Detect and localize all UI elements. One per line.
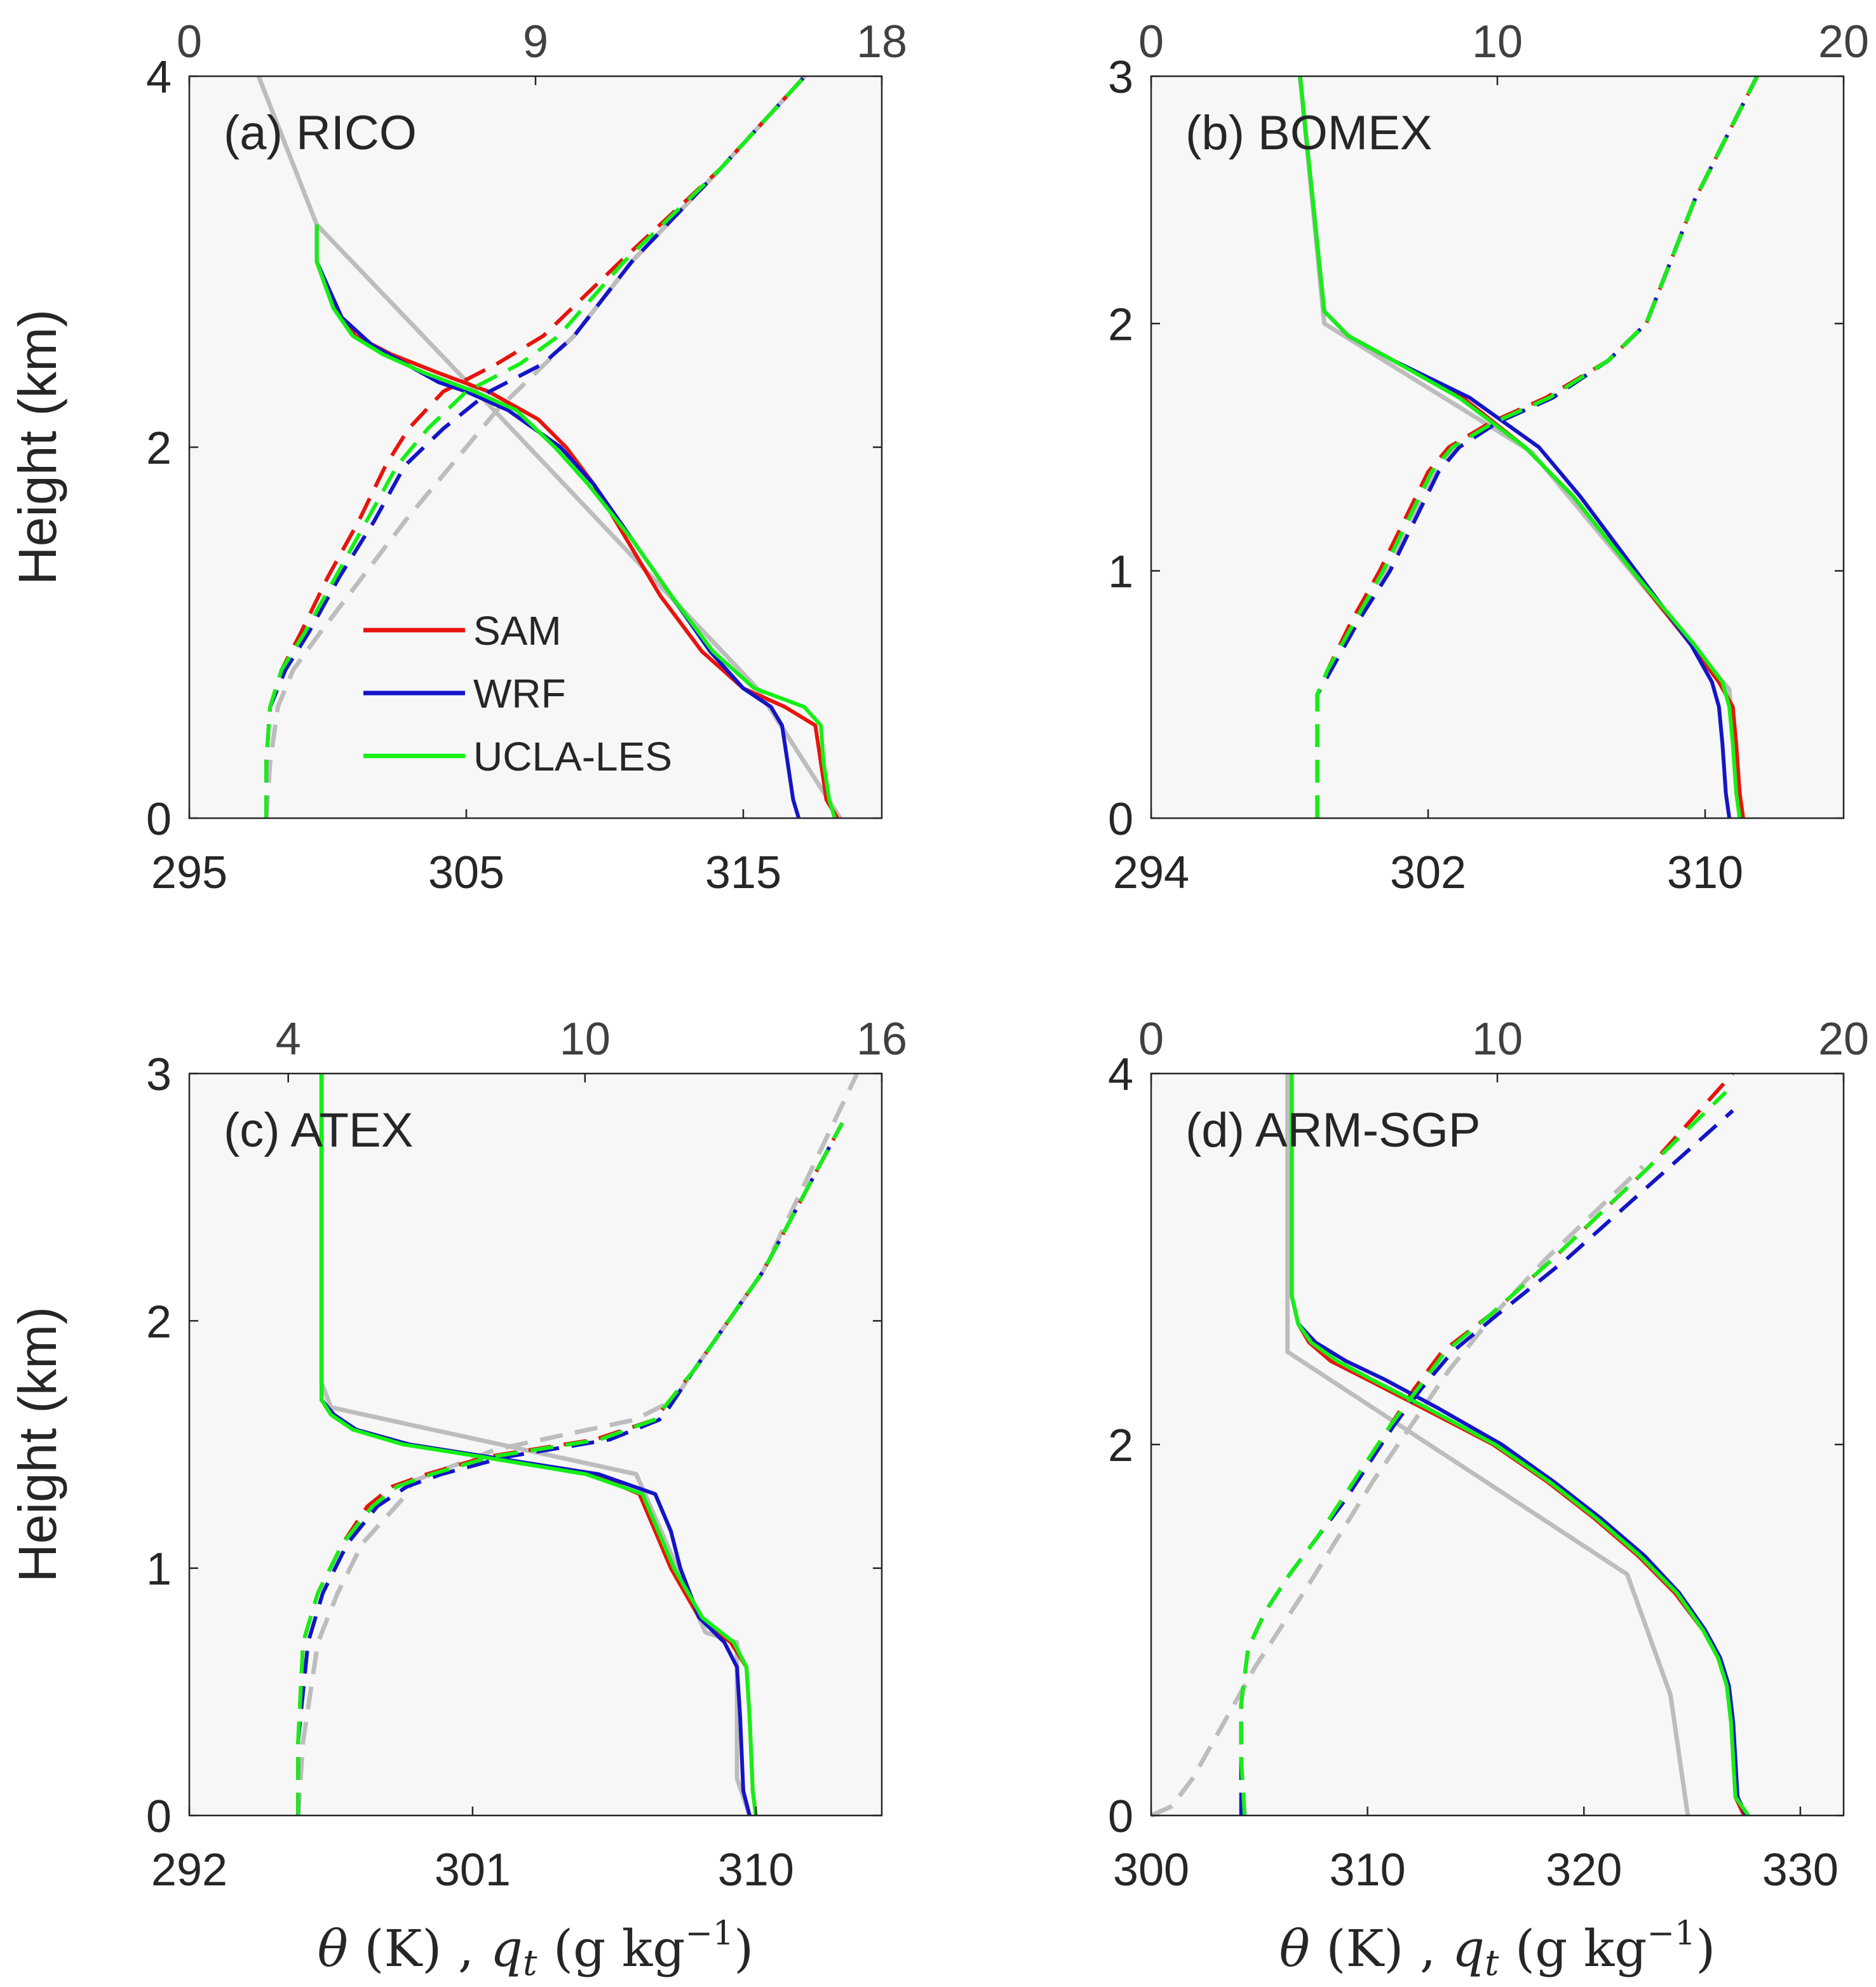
xlabel-exponent: −1	[685, 1915, 734, 1953]
panel-a-lines	[256, 74, 842, 819]
panel-d-title: (d) ARM-SGP	[1185, 1103, 1481, 1157]
x-tick-label-qt: 0	[177, 17, 202, 67]
y-tick-label: 2	[146, 423, 172, 474]
x-tick-label-theta: 310	[1330, 1845, 1406, 1896]
panel-c-frame	[188, 1072, 883, 1817]
panel-c-ticks: 0 1 2 3 292 301 310 4 10 16	[146, 1014, 907, 1896]
series-wrf-theta-line	[1290, 1074, 1748, 1817]
xlabel-theta-part: θ	[1279, 1919, 1310, 1978]
y-tick-label: 2	[146, 1297, 172, 1347]
x-tick-label-qt: 16	[856, 1014, 907, 1065]
x-tick-label-theta: 300	[1113, 1845, 1189, 1896]
panel-b-ticks: 0 1 2 3 294 302 310 0 10 20	[1108, 17, 1869, 898]
xlabel-k-part: (K) ,	[348, 1919, 490, 1978]
panel-d: 0 2 4 300 310 320 330 0 10 20 (d) ARM-SGP	[1108, 1014, 1869, 1896]
legend-label-sam: SAM	[473, 608, 562, 654]
x-tick-label-theta: 295	[151, 847, 227, 898]
series-wrf-qt-line	[1239, 1109, 1734, 1815]
panel-b: 0 1 2 3 294 302 310 0 10 20 (b) BOMEX	[1108, 17, 1869, 898]
xlabel-qt-part: q	[1452, 1919, 1485, 1978]
series-wrf-qt-line	[1315, 75, 1759, 818]
x-tick-label-theta: 315	[705, 847, 781, 898]
panel-c-xlabel: θ (K) , qt (g kg−1)	[318, 1915, 754, 1984]
xlabel-unit-part: (g kg	[537, 1919, 685, 1978]
x-tick-label-theta: 294	[1113, 847, 1189, 898]
panel-d-lines	[1150, 1072, 1750, 1818]
panel-a-ticks: 0 2 4 295 305 315 0 9 18	[146, 17, 907, 898]
series-ucla-les-theta-line	[1298, 76, 1742, 819]
panel-b-title: (b) BOMEX	[1185, 106, 1433, 160]
panel-c-background	[189, 1074, 882, 1815]
x-tick-label-theta: 310	[1667, 847, 1743, 898]
x-tick-label-qt: 20	[1818, 1014, 1869, 1065]
y-tick-label: 2	[1108, 1420, 1133, 1471]
series-ucla-les-qt-line	[264, 74, 807, 818]
y-tick-label: 1	[1108, 547, 1133, 598]
x-tick-label-qt: 10	[1472, 1014, 1523, 1065]
series-ucla-les-theta-line	[314, 224, 837, 819]
x-tick-label-theta: 330	[1762, 1845, 1839, 1896]
series-ucla-les-qt-line	[1315, 75, 1759, 818]
xlabel-unit-part: (g kg	[1499, 1919, 1647, 1978]
panel-b-lines	[1297, 75, 1759, 819]
x-tick-label-qt: 18	[856, 17, 907, 67]
y-tick-label: 0	[1108, 794, 1133, 845]
panel-a: 0 2 4 295 305 315 0 9 18 (a) RICO	[146, 17, 907, 898]
xlabel-exponent: −1	[1647, 1915, 1696, 1953]
xlabel-t-subscript: t	[1485, 1943, 1499, 1984]
legend-label-wrf: WRF	[473, 671, 566, 717]
y-tick-label: 0	[146, 794, 172, 845]
xlabel-k-part: (K) ,	[1310, 1919, 1452, 1978]
xlabel-close: )	[1696, 1919, 1715, 1978]
series-obs-qt-line	[1150, 1164, 1645, 1818]
panel-b-background	[1151, 76, 1844, 818]
x-tick-label-qt: 10	[560, 1014, 611, 1065]
xlabel-theta-part: θ	[318, 1919, 348, 1978]
y-tick-label: 3	[146, 1049, 172, 1100]
x-tick-label-qt: 0	[1138, 17, 1164, 67]
x-tick-label-theta: 320	[1546, 1845, 1622, 1896]
panel-c-lines	[295, 1072, 860, 1817]
xlabel-qt-part: q	[490, 1919, 523, 1978]
panel-c: 0 1 2 3 292 301 310 4 10 16 (c) ATEX	[146, 1014, 907, 1896]
panel-d-xlabel: θ (K) , qt (g kg−1)	[1279, 1915, 1716, 1984]
y-tick-label: 1	[146, 1544, 172, 1595]
x-tick-label-theta: 292	[151, 1845, 227, 1896]
x-tick-label-theta: 301	[435, 1845, 511, 1896]
y-tick-label: 0	[1108, 1791, 1133, 1842]
y-tick-label: 0	[146, 1791, 172, 1842]
series-wrf-theta-line	[314, 224, 801, 819]
y-tick-label: 3	[1108, 52, 1133, 103]
panel-a-title: (a) RICO	[224, 106, 417, 160]
panel-c-ylabel: Height (km)	[8, 1307, 67, 1582]
y-tick-label: 4	[1108, 1049, 1133, 1100]
y-tick-label: 2	[1108, 299, 1133, 350]
series-obs-theta-line	[1285, 1074, 1690, 1816]
x-tick-label-qt: 20	[1818, 17, 1869, 67]
x-tick-label-qt: 10	[1472, 17, 1523, 67]
x-tick-label-theta: 310	[718, 1845, 794, 1896]
series-ucla-les-qt-line	[296, 1122, 844, 1815]
series-ucla-les-theta-line	[1290, 1074, 1750, 1817]
x-tick-label-qt: 4	[276, 1014, 301, 1065]
legend: SAM WRF UCLA-LES	[363, 608, 672, 779]
series-ucla-les-theta-line	[320, 1074, 758, 1816]
panel-a-ylabel: Height (km)	[8, 309, 67, 585]
legend-label-ucla-les: UCLA-LES	[473, 734, 672, 779]
x-tick-label-theta: 305	[428, 847, 504, 898]
xlabel-close: )	[734, 1919, 753, 1978]
series-ucla-les-qt-line	[1239, 1091, 1727, 1816]
series-wrf-qt-line	[296, 1122, 844, 1815]
x-tick-label-qt: 0	[1138, 1014, 1164, 1065]
y-tick-label: 4	[146, 52, 172, 103]
xlabel-t-subscript: t	[523, 1943, 537, 1984]
panel-c-title: (c) ATEX	[224, 1103, 413, 1157]
panel-d-ticks: 0 2 4 300 310 320 330 0 10 20	[1108, 1014, 1869, 1896]
x-tick-label-qt: 9	[523, 17, 548, 67]
x-tick-label-theta: 302	[1390, 847, 1466, 898]
